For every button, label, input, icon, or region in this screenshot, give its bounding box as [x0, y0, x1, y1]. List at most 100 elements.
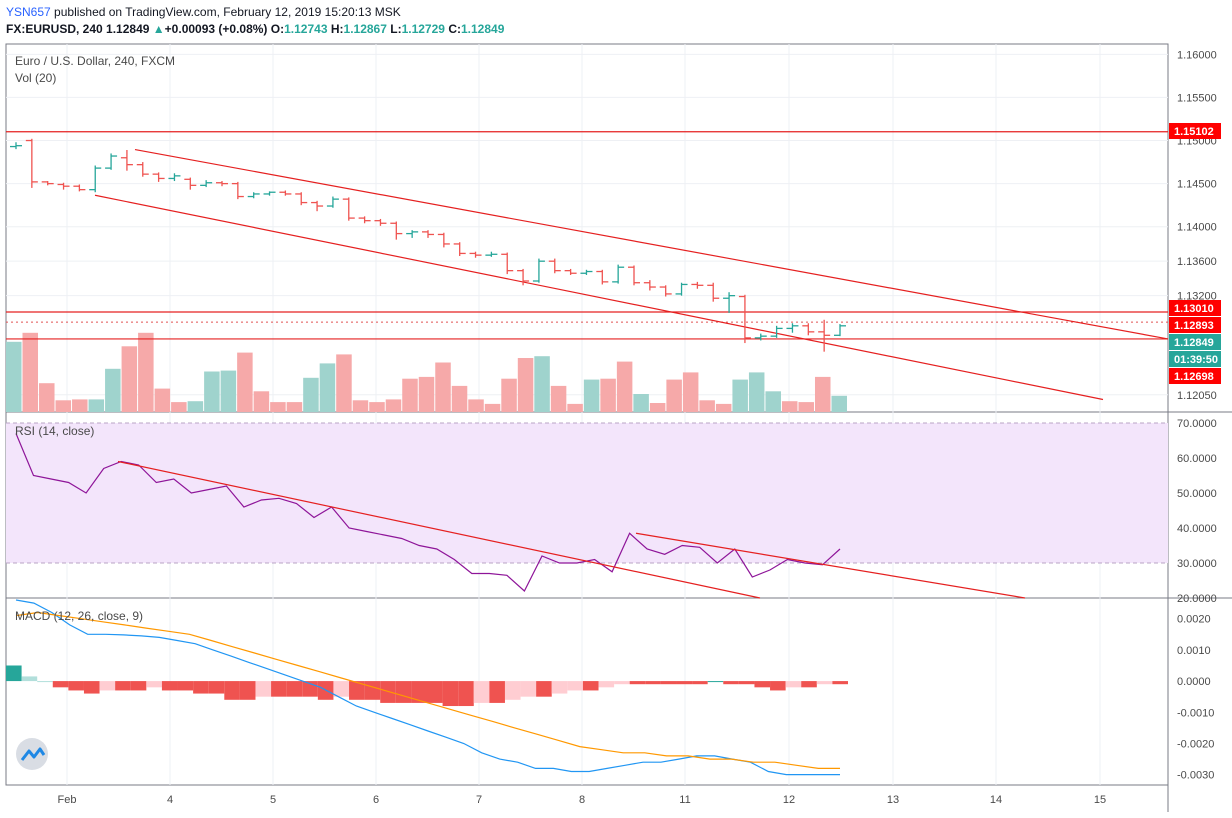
rsi-tick-label: 30.0000 [1177, 558, 1217, 570]
macd-histogram-bar [645, 681, 661, 685]
macd-histogram-bar [271, 681, 287, 697]
ohlc-bar [501, 252, 514, 275]
macd-histogram-bar [161, 681, 178, 691]
price-axis-label: 01:39:50 [1169, 351, 1221, 367]
volume-bar [781, 401, 798, 412]
macd-histogram-bar [333, 681, 350, 697]
volume-bar [550, 385, 567, 412]
macd-pane-title: MACD (12, 26, close, 9) [15, 609, 143, 623]
ohlc-bar [120, 150, 133, 171]
price-label-box [1169, 123, 1221, 139]
volume-bar [682, 372, 699, 412]
time-tick-label: 12 [783, 794, 795, 806]
ohlc-bar [517, 268, 530, 286]
macd-histogram-bar [598, 681, 615, 688]
rsi-tick-label: 20.0000 [1177, 593, 1217, 605]
volume-bar [715, 403, 732, 412]
volume-bar [352, 400, 369, 412]
price-label-box [1169, 368, 1221, 384]
ohlc-bar [374, 218, 387, 226]
macd-histogram-bar [567, 681, 583, 691]
time-tick-label: 7 [476, 794, 482, 806]
low-label: L: [390, 22, 402, 36]
macd-tick-label: 0.0000 [1177, 676, 1211, 688]
macd-histogram-bar [146, 681, 162, 688]
ohlc-bar [453, 242, 466, 257]
volume-bar [451, 385, 468, 412]
volume-bar [72, 399, 88, 412]
macd-histogram-bar [582, 681, 599, 691]
macd-histogram-bar [239, 681, 256, 700]
volume-bar [501, 378, 517, 412]
macd-histogram-bar [770, 681, 786, 691]
ohlc-bar [25, 138, 38, 188]
ohlc-bar [152, 172, 165, 182]
ohlc-bar [311, 200, 324, 212]
ohlc-bar [406, 230, 419, 238]
rsi-trend-line [117, 460, 761, 599]
volume-bar [138, 332, 154, 412]
ohlc-bar [184, 177, 197, 190]
volume-bar [814, 376, 831, 412]
macd-histogram-bar [364, 681, 381, 700]
time-tick-label: Feb [58, 794, 77, 806]
price-axis-label: 1.12849 [1169, 334, 1221, 350]
ohlc-bar [580, 269, 593, 275]
macd-histogram-bar [754, 681, 771, 688]
price-axis-label: 1.12698 [1169, 368, 1221, 384]
macd-tick-label: 0.0010 [1177, 645, 1211, 657]
ohlc-bar [564, 268, 577, 275]
macd-histogram-bar [255, 681, 272, 697]
ohlc-bar [485, 251, 498, 257]
volume-bar [583, 379, 600, 412]
macd-line [15, 599, 840, 776]
volume-bar [567, 403, 583, 412]
ohlc-bar [786, 323, 799, 333]
ohlc-bar [231, 181, 244, 200]
ohlc-bar [834, 324, 846, 337]
chart-header: YSN657 published on TradingView.com, Feb… [0, 0, 1232, 40]
ohlc-bar [73, 184, 86, 192]
volume-bar [418, 376, 435, 412]
close-label: C: [448, 22, 461, 36]
open-value: 1.12743 [284, 22, 328, 36]
volume-bar [303, 377, 319, 412]
author-link[interactable]: YSN657 [6, 5, 51, 19]
volume-bar [369, 402, 385, 412]
ohlc-bar [295, 192, 308, 206]
ohlc-bar [57, 182, 70, 190]
macd-tick-label: -0.0020 [1177, 738, 1214, 750]
price-pane-title: Euro / U.S. Dollar, 240, FXCM [15, 54, 175, 68]
macd-histogram-bar [52, 681, 69, 688]
volume-bar [666, 379, 682, 412]
volume-bar [616, 361, 633, 412]
volume-bar [798, 402, 814, 412]
price-tick-label: 1.14000 [1177, 222, 1217, 234]
low-value: 1.12729 [401, 22, 445, 36]
macd-histogram-bar [224, 681, 240, 700]
ohlc-bar [41, 181, 54, 186]
rsi-pane-title: RSI (14, close) [15, 424, 94, 438]
ohlc-bar [723, 292, 736, 313]
publish-line: YSN657 published on TradingView.com, Feb… [6, 5, 401, 19]
macd-histogram-bar [473, 681, 490, 703]
up-arrow-icon: ▲ [152, 22, 165, 36]
price-axis-label: 1.15102 [1169, 123, 1221, 139]
ohlc-bar [548, 258, 561, 274]
macd-histogram-bar [130, 681, 147, 691]
high-value: 1.12867 [343, 22, 387, 36]
price-label-box [1169, 334, 1221, 350]
macd-histogram-bar [193, 681, 209, 694]
ohlc-bar [643, 280, 656, 291]
macd-histogram-bar [723, 681, 739, 685]
volume-bar [435, 362, 451, 412]
volume-bar [220, 370, 237, 412]
ohlc-bar [596, 269, 609, 285]
macd-histogram-bar [208, 681, 225, 694]
volume-indicator-label: Vol (20) [15, 71, 56, 85]
volume-bar [39, 383, 55, 412]
macd-histogram-bar [442, 681, 459, 707]
macd-histogram-bar [520, 681, 537, 697]
volume-bar [765, 391, 781, 412]
